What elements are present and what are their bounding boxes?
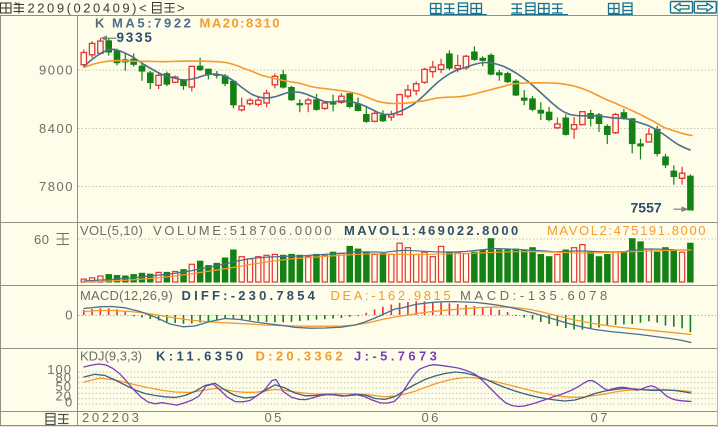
svg-text:MACD(12,26,9): MACD(12,26,9) <box>80 288 173 303</box>
svg-text:7800: 7800 <box>39 179 74 194</box>
svg-text:DIFF:-230.7854: DIFF:-230.7854 <box>182 288 319 303</box>
svg-text:8400: 8400 <box>39 121 74 136</box>
svg-text:9335: 9335 <box>117 30 154 45</box>
svg-text:KDJ(9,3,3): KDJ(9,3,3) <box>80 349 142 364</box>
svg-text:MA20:8310: MA20:8310 <box>200 16 281 31</box>
svg-text:05: 05 <box>265 410 284 425</box>
svg-text:80: 80 <box>56 370 72 385</box>
svg-text:MAVOL2:475191.8000: MAVOL2:475191.8000 <box>547 223 707 238</box>
svg-text:MAVOL1:469022.8000: MAVOL1:469022.8000 <box>344 223 521 238</box>
svg-text:202203: 202203 <box>82 410 142 425</box>
svg-text:>: > <box>177 1 185 16</box>
svg-text:0: 0 <box>65 308 74 323</box>
svg-text:DEA:-162.9815: DEA:-162.9815 <box>331 288 454 303</box>
svg-text:60: 60 <box>34 232 49 247</box>
svg-text:D:20.3362: D:20.3362 <box>256 349 346 364</box>
svg-text:J:-5.7673: J:-5.7673 <box>354 349 440 364</box>
svg-text:MACD:-135.6078: MACD:-135.6078 <box>460 288 611 303</box>
svg-text:0: 0 <box>65 395 73 410</box>
svg-text:MA5:7922: MA5:7922 <box>112 16 194 31</box>
svg-text:2209(020409)<: 2209(020409)< <box>28 1 150 16</box>
svg-text:06: 06 <box>422 410 441 425</box>
svg-text:100: 100 <box>47 362 72 377</box>
svg-text:VOLUME:518706.0000: VOLUME:518706.0000 <box>153 223 334 238</box>
svg-text:VOL(5,10): VOL(5,10) <box>80 223 143 238</box>
svg-text:K:11.6350: K:11.6350 <box>156 349 247 364</box>
svg-text:9000: 9000 <box>39 63 74 78</box>
svg-text:7557: 7557 <box>631 199 662 215</box>
svg-text:20: 20 <box>56 389 72 404</box>
svg-text:50: 50 <box>56 379 72 394</box>
svg-text:K: K <box>95 16 105 31</box>
svg-text:07: 07 <box>591 410 610 425</box>
